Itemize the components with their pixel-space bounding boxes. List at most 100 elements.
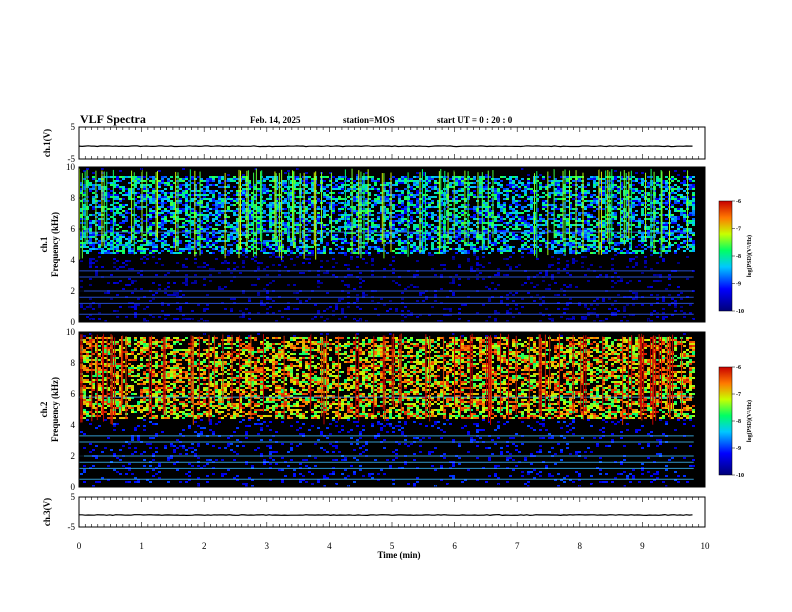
spectrum-cell: [494, 240, 497, 242]
spectrum-cell: [194, 254, 197, 256]
spectrum-cell: [479, 176, 482, 178]
spectrum-cell: [464, 208, 467, 210]
spectrum-cell: [377, 314, 380, 316]
spectrum-cell: [581, 246, 584, 248]
spectrum-cell: [440, 192, 443, 194]
spectrum-cell: [119, 244, 122, 246]
spectrum-cell: [326, 210, 329, 212]
spectrum-cell: [341, 280, 344, 282]
spectrum-cell: [572, 180, 575, 182]
spectrum-cell: [116, 282, 119, 284]
spectrum-cell: [584, 196, 587, 198]
spectrum-cell: [131, 250, 134, 252]
spectrum-cell: [173, 232, 176, 234]
spectrum-cell: [341, 312, 344, 314]
spectrum-cell: [404, 208, 407, 210]
spectrum-cell: [173, 230, 176, 232]
spectrum-cell: [344, 254, 347, 256]
spectrum-cell: [380, 236, 383, 238]
spectrum-cell: [113, 262, 116, 264]
spectrum-cell: [422, 208, 425, 210]
spectrum-cell: [482, 244, 485, 246]
spectrum-cell: [320, 316, 323, 318]
spectrum-cell: [308, 238, 311, 240]
spectrum-cell: [338, 186, 341, 188]
spectrum-cell: [188, 180, 191, 182]
spectrum-cell: [158, 170, 161, 172]
spectrum-cell: [437, 188, 440, 190]
spectrum-cell: [236, 224, 239, 226]
spectrum-cell: [494, 218, 497, 220]
spectrum-cell: [620, 234, 623, 236]
spectrum-cell: [212, 208, 215, 210]
spectrum-cell: [302, 236, 305, 238]
spectrum-cell: [398, 222, 401, 224]
spectrum-cell: [398, 218, 401, 220]
spectrum-cell: [617, 294, 620, 296]
spectrum-cell: [293, 232, 296, 234]
spectrum-cell: [473, 214, 476, 216]
spectrum-cell: [425, 194, 428, 196]
spectrum-cell: [293, 264, 296, 266]
spectrum-cell: [587, 248, 590, 250]
spectrum-cell: [83, 228, 86, 230]
spectrum-cell: [521, 252, 524, 254]
spectrum-cell: [488, 176, 491, 178]
spectrum-cell: [197, 220, 200, 222]
spectrum-cell: [569, 246, 572, 248]
spectrum-cell: [230, 248, 233, 250]
spectrum-cell: [500, 216, 503, 218]
spectrum-cell: [416, 194, 419, 196]
spectrum-cell: [560, 220, 563, 222]
spectrum-cell: [347, 196, 350, 198]
spectrum-cell: [164, 274, 167, 276]
spectrum-cell: [302, 250, 305, 252]
spectrum-cell: [548, 318, 551, 320]
spectrum-cell: [200, 230, 203, 232]
spectrum-cell: [311, 212, 314, 214]
spectrum-cell: [290, 226, 293, 228]
spectrum-cell: [515, 216, 518, 218]
spectrum-cell: [266, 234, 269, 236]
spectrum-cell: [590, 244, 593, 246]
spectrum-cell: [149, 214, 152, 216]
spectrum-cell: [557, 184, 560, 186]
spectrum-cell: [413, 244, 416, 246]
spectrum-cell: [554, 230, 557, 232]
spectrum-cell: [614, 234, 617, 236]
spectrum-cell: [368, 232, 371, 234]
spectrum-cell: [617, 244, 620, 246]
spectrum-cell: [263, 244, 266, 246]
spectrum-cell: [512, 294, 515, 296]
spectrum-cell: [566, 230, 569, 232]
spectrum-cell: [215, 202, 218, 204]
spectrum-cell: [206, 242, 209, 244]
spectrum-cell: [332, 206, 335, 208]
spectrum-cell: [305, 176, 308, 178]
spectrum-cell: [506, 248, 509, 250]
spectrum-cell: [188, 318, 191, 320]
spectrum-cell: [137, 220, 140, 222]
spectrum-cell: [257, 266, 260, 268]
spectrum-cell: [194, 178, 197, 180]
spectrum-cell: [509, 176, 512, 178]
spectrum-cell: [476, 312, 479, 314]
spectrum-cell: [221, 246, 224, 248]
spectrum-cell: [347, 284, 350, 286]
spectrum-cell: [458, 266, 461, 268]
spectrum-cell: [161, 246, 164, 248]
spectrum-cell: [89, 266, 92, 268]
spectrum-cell: [497, 234, 500, 236]
spectrum-cell: [290, 200, 293, 202]
spectrum-cell: [248, 234, 251, 236]
spectrum-cell: [581, 202, 584, 204]
spectrum-cell: [236, 244, 239, 246]
spectrum-cell: [278, 264, 281, 266]
spectrum-cell: [290, 208, 293, 210]
spectrum-cell: [98, 252, 101, 254]
spectrum-cell: [440, 198, 443, 200]
spectrum-cell: [221, 234, 224, 236]
spectrum-cell: [398, 196, 401, 198]
spectrum-cell: [119, 188, 122, 190]
spectrum-cell: [212, 234, 215, 236]
